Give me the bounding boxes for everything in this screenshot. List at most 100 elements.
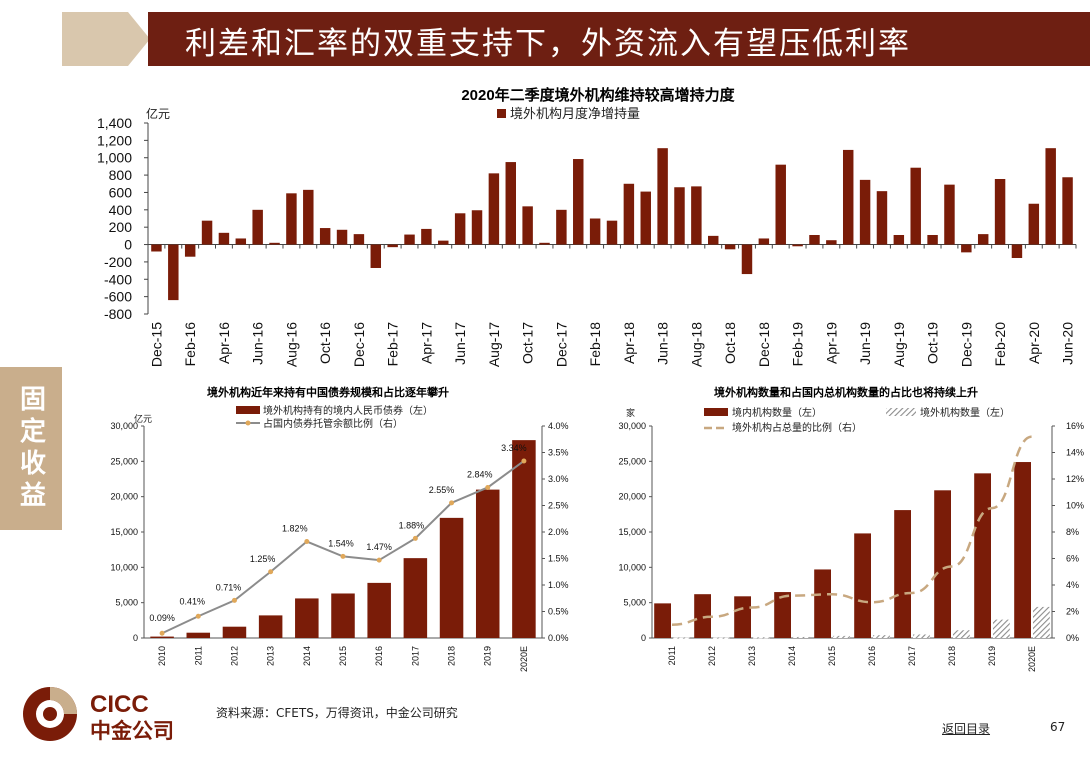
x-tick-label: Aug-19 — [891, 322, 907, 367]
bar-domestic — [974, 473, 991, 638]
y2-tick-label: 14% — [1066, 448, 1084, 458]
bar — [876, 191, 888, 245]
x-tick-label: Apr-17 — [418, 322, 434, 364]
line-marker — [304, 539, 310, 545]
y2-tick-label: 8% — [1066, 527, 1079, 537]
bar — [438, 240, 449, 245]
y2-tick-label: 12% — [1066, 474, 1084, 484]
bar — [404, 234, 415, 245]
bar — [454, 213, 466, 245]
y-tick-label: 15,000 — [618, 527, 646, 537]
x-tick-label: Jun-18 — [655, 322, 671, 365]
y-tick-label: 0 — [641, 633, 646, 643]
x-tick-label: 2014 — [787, 646, 797, 666]
share-line — [671, 435, 1033, 626]
bar-domestic — [854, 533, 871, 638]
x-tick-label: 2018 — [947, 646, 957, 666]
x-tick-label: Jun-19 — [857, 322, 873, 365]
bar — [775, 164, 786, 245]
x-tick-label: Jun-16 — [250, 322, 266, 365]
legend-label-share: 境外机构占总量的比例（右） — [732, 421, 862, 434]
bar-domestic — [734, 596, 751, 638]
bar-foreign — [753, 637, 770, 639]
x-tick-label: 2010 — [157, 646, 167, 666]
bar — [741, 244, 753, 275]
y-tick-label: 30,000 — [618, 421, 646, 431]
bar — [186, 632, 211, 638]
data-label: 1.47% — [366, 542, 392, 552]
bar — [331, 593, 355, 638]
x-tick-label: Dec-15 — [148, 322, 164, 367]
x-tick-label: 2014 — [302, 646, 312, 666]
y2-tick-label: 10% — [1066, 501, 1084, 511]
bar — [944, 184, 955, 245]
bar-domestic — [774, 592, 791, 638]
chart-title: 境外机构近年来持有中国债券规模和占比逐年攀升 — [207, 385, 449, 399]
bar — [623, 183, 635, 245]
bar — [439, 517, 464, 638]
data-label: 0.09% — [149, 613, 175, 623]
data-label: 1.54% — [328, 538, 354, 548]
back-to-contents-link[interactable]: 返回目录 — [942, 722, 991, 736]
x-tick-label: Feb-19 — [790, 322, 806, 367]
x-tick-label: Aug-17 — [486, 322, 502, 367]
y-tick-label: 15,000 — [110, 527, 138, 537]
y-tick-label: 0 — [133, 633, 138, 643]
y-tick-label: 200 — [109, 219, 133, 235]
y2-tick-label: 2.5% — [548, 501, 569, 511]
bar — [977, 234, 989, 245]
bar — [488, 173, 500, 245]
bar — [809, 234, 820, 245]
y-tick-label: 400 — [109, 202, 133, 218]
y2-tick-label: 3.0% — [548, 474, 569, 484]
bar — [640, 191, 651, 245]
legend-label-bar: 境外机构持有的境内人民币债券（左） — [263, 404, 433, 417]
data-label: 1.25% — [250, 554, 276, 564]
bar — [792, 244, 803, 247]
x-tick-label: Apr-18 — [621, 322, 637, 364]
bar-domestic — [654, 603, 671, 638]
y2-tick-label: 0% — [1066, 633, 1079, 643]
x-tick-label: Jun-20 — [1060, 322, 1076, 365]
x-tick-label: Feb-18 — [587, 322, 603, 367]
x-tick-label: Oct-18 — [722, 322, 738, 364]
y-tick-label: 1,000 — [97, 150, 132, 166]
x-tick-label: Dec-16 — [351, 322, 367, 367]
bar — [505, 162, 516, 245]
y-tick-label: 1,400 — [97, 115, 132, 131]
bar — [539, 242, 550, 245]
y2-tick-label: 0.5% — [548, 607, 569, 617]
bar — [859, 179, 871, 245]
line-marker — [376, 557, 382, 563]
bar — [1028, 203, 1040, 245]
y-tick-label: 600 — [109, 184, 133, 200]
y-tick-label: 10,000 — [618, 562, 646, 572]
x-tick-label: 2018 — [447, 646, 457, 666]
y2-tick-label: 0.0% — [548, 633, 569, 643]
y-tick-label: -200 — [104, 254, 132, 270]
legend-swatch-foreign — [886, 408, 916, 416]
legend-swatch-marker — [245, 420, 251, 426]
x-tick-label: Oct-17 — [520, 322, 536, 364]
page-number: 67 — [1050, 720, 1066, 734]
line-marker — [195, 613, 201, 619]
y-axis-unit: 家 — [626, 407, 635, 418]
bar-foreign — [673, 637, 690, 639]
y-tick-label: 30,000 — [110, 421, 138, 431]
bar — [910, 167, 921, 245]
bar — [421, 228, 432, 245]
title-bar — [148, 12, 1090, 66]
line-marker — [231, 597, 237, 603]
line-marker — [412, 535, 418, 541]
source-note: 资料来源：CFETS，万得资讯，中金公司研究 — [216, 706, 458, 720]
y-tick-label: 10,000 — [110, 562, 138, 572]
x-tick-label: Dec-18 — [756, 322, 772, 367]
bar — [708, 235, 719, 245]
y-axis-unit: 亿元 — [134, 413, 152, 424]
y2-tick-label: 4% — [1066, 580, 1079, 590]
bar — [295, 598, 319, 638]
line-marker — [340, 553, 346, 559]
bar — [994, 178, 1006, 245]
